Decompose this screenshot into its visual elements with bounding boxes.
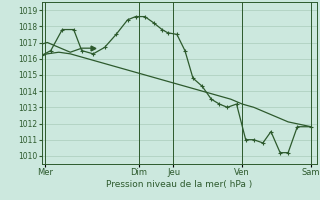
X-axis label: Pression niveau de la mer( hPa ): Pression niveau de la mer( hPa ) bbox=[106, 180, 252, 189]
